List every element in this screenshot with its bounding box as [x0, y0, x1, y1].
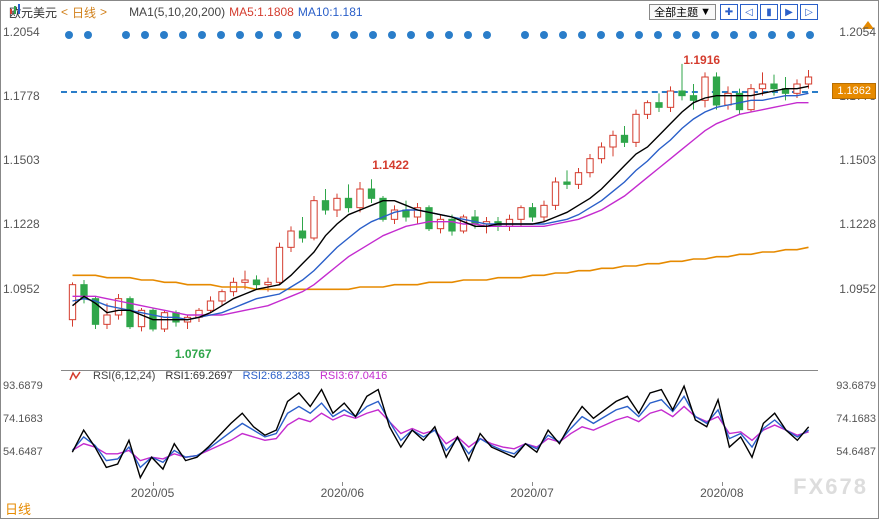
price-annotation: 1.0767	[175, 347, 212, 361]
ma10-value: MA10:1.181	[298, 5, 363, 19]
chartbar-icon[interactable]: ▮	[760, 4, 778, 20]
rsi-chart-area	[61, 376, 818, 486]
add-icon[interactable]: ✚	[720, 4, 738, 20]
rsi-svg	[61, 376, 820, 486]
y-axis-left: 1.20541.17781.15031.12281.0952	[3, 21, 58, 371]
x-tick: 2020/07	[510, 486, 553, 500]
y-axis-right: 1.20541.17781.15031.12281.0952	[821, 21, 876, 371]
bottom-timeframe-label: 日线	[5, 499, 31, 518]
bracket-close: >	[100, 5, 107, 19]
next-icon[interactable]: ▷	[800, 4, 818, 20]
current-price-tag: 1.1862	[832, 83, 876, 99]
price-chart-area: 1.1916 1.1422 1.0767	[61, 21, 818, 371]
x-axis: 2020/05 2020/06 2020/07 2020/08	[61, 486, 818, 504]
watermark: FX678	[793, 474, 868, 500]
timeframe-label: 日线	[72, 4, 96, 21]
bracket-open: <	[61, 5, 68, 19]
ma-config: MA1(5,10,20,200)	[129, 5, 225, 19]
rsi-y-right: 93.687974.168354.6487	[821, 376, 876, 486]
theme-label: 全部主题	[654, 4, 698, 20]
price-annotation: 1.1916	[683, 53, 720, 67]
top-bar: 欧元美元 < 日线 > MA1(5,10,20,200) MA5:1.1808 …	[9, 3, 818, 21]
x-tick: 2020/08	[700, 486, 743, 500]
toolbar-icons: ✚ ◁ ▮ ▶ ▷	[720, 4, 818, 20]
rsi-y-left: 93.687974.168354.6487	[3, 376, 58, 486]
chart-container: 欧元美元 < 日线 > MA1(5,10,20,200) MA5:1.1808 …	[0, 0, 879, 519]
ma5-value: MA5:1.1808	[229, 5, 294, 19]
chevron-down-icon: ▼	[700, 6, 711, 18]
x-tick: 2020/06	[321, 486, 364, 500]
play-icon[interactable]: ▶	[780, 4, 798, 20]
back-icon[interactable]: ◁	[740, 4, 758, 20]
price-svg	[61, 21, 820, 371]
theme-dropdown[interactable]: 全部主题 ▼	[649, 4, 716, 20]
price-annotation: 1.1422	[372, 158, 409, 172]
chart-icon	[111, 5, 125, 19]
x-tick: 2020/05	[131, 486, 174, 500]
